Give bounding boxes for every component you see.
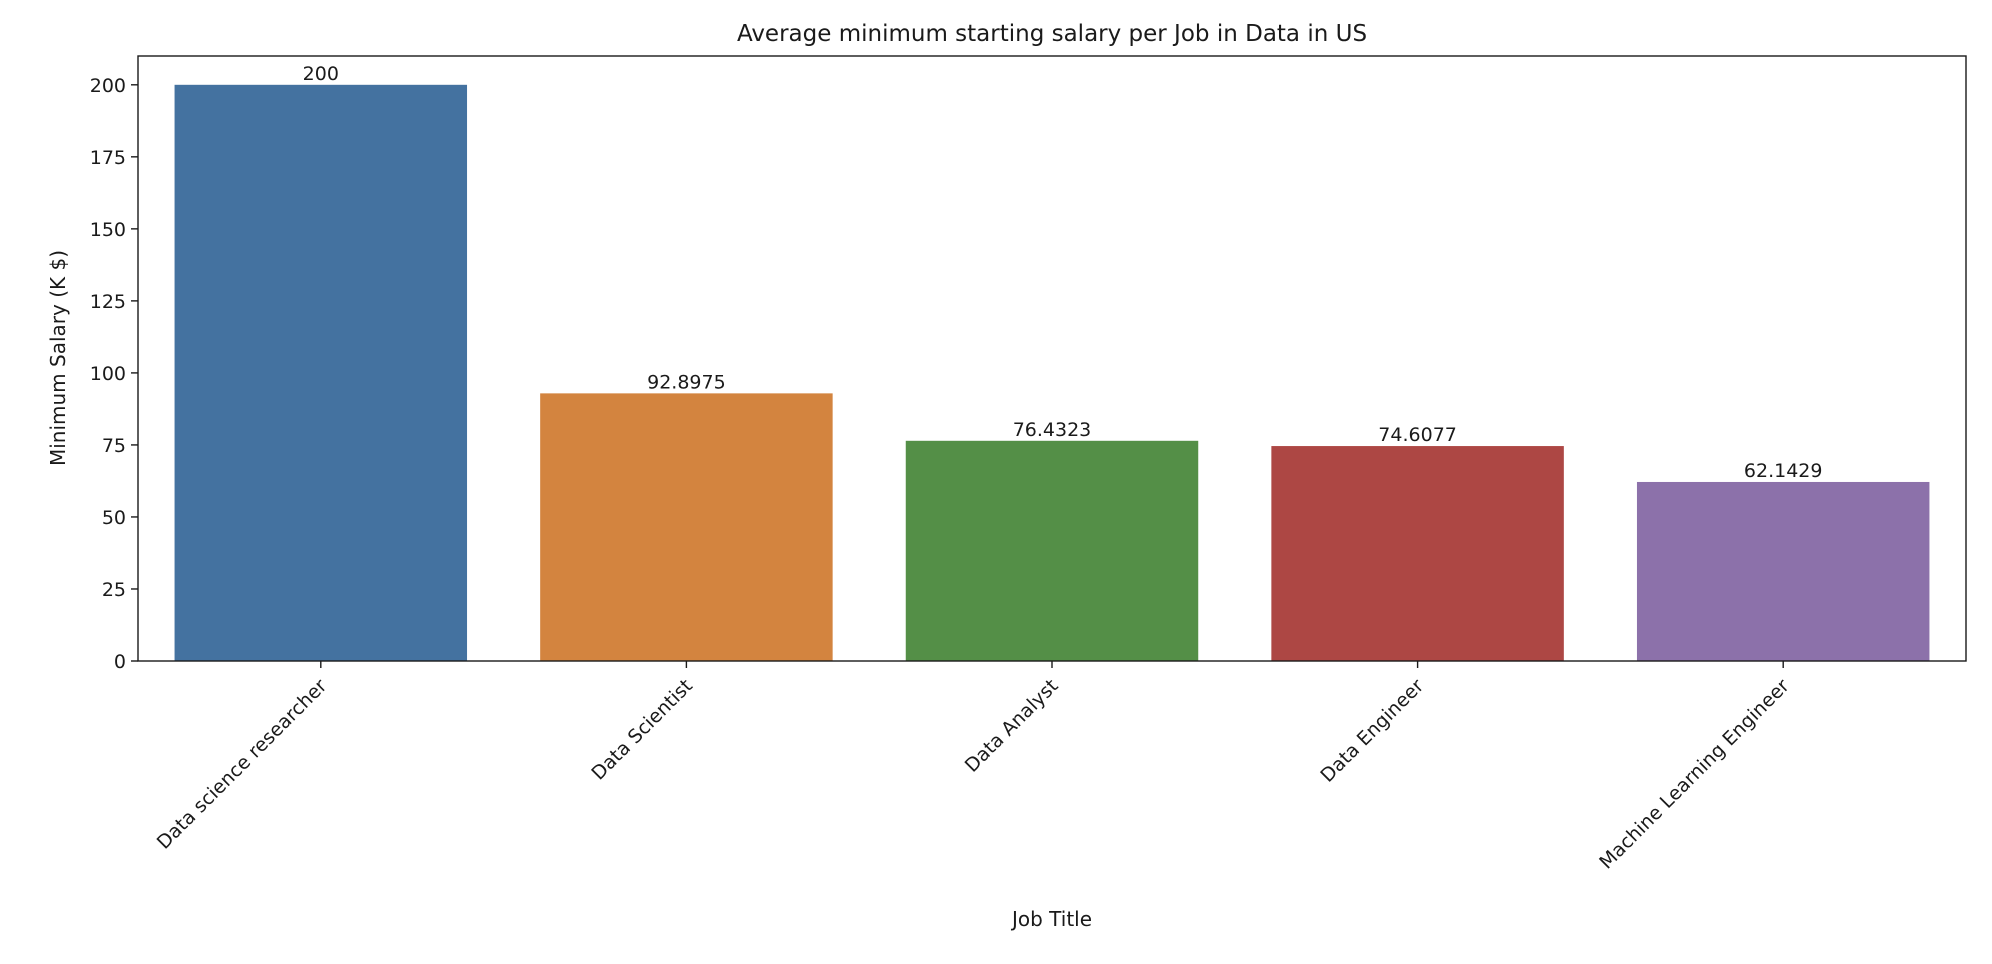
y-axis-label: Minimum Salary (K $) [46, 250, 70, 466]
plot-frame [137, 55, 1967, 662]
data-label: 76.4323 [1013, 419, 1092, 441]
bar [540, 393, 833, 661]
data-labels-group: 200 92.8975 76.4323 74.6077 62.1429 [303, 63, 1823, 482]
bars-group [174, 84, 1930, 662]
bar [1271, 446, 1564, 661]
y-tick-label: 150 [90, 219, 126, 241]
y-tick-label: 50 [102, 507, 126, 529]
x-tick-label: Data Scientist [587, 675, 697, 785]
y-tick-label: 100 [90, 363, 126, 385]
data-label: 200 [303, 63, 339, 85]
y-tick-label: 0 [114, 651, 126, 673]
bar [905, 440, 1199, 661]
bar [174, 84, 468, 662]
x-tick-label: Data Engineer [1316, 675, 1428, 787]
bar [1636, 481, 1930, 661]
y-tick-label: 25 [102, 579, 126, 601]
y-tick-label: 125 [90, 291, 126, 313]
y-tick-label: 200 [90, 75, 126, 97]
data-label: 92.8975 [647, 371, 726, 393]
x-axis-label: Job Title [1010, 907, 1092, 931]
x-tick-label: Machine Learning Engineer [1595, 675, 1794, 874]
data-label: 74.6077 [1378, 424, 1457, 446]
y-axis-ticks: 0 25 50 75 100 125 150 175 200 [90, 75, 138, 673]
x-tick-label: Data science researcher [153, 675, 332, 854]
y-tick-label: 175 [90, 147, 126, 169]
chart-title: Average minimum starting salary per Job … [737, 21, 1367, 47]
x-tick-label: Data Analyst [961, 675, 1063, 777]
x-axis-ticks: Data science researcher Data Scientist Dat… [153, 661, 1794, 873]
y-tick-label: 75 [102, 435, 126, 457]
data-label: 62.1429 [1744, 460, 1823, 482]
